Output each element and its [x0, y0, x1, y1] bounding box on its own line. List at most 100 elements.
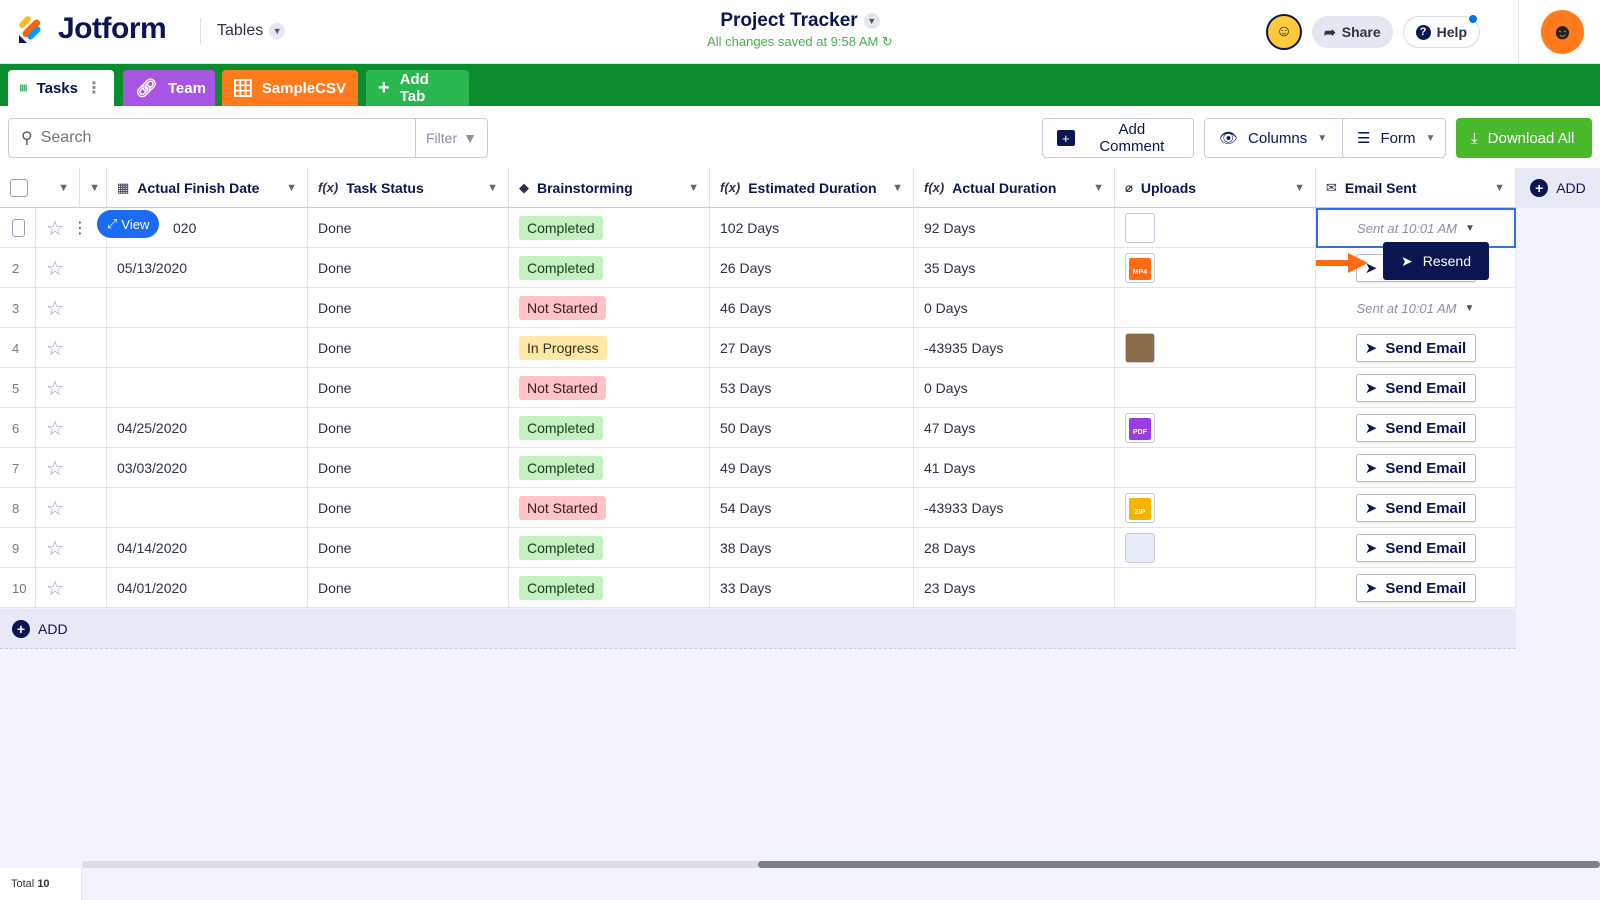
send-email-button[interactable]: ➤ Send Email [1355, 574, 1476, 602]
star-icon[interactable]: ☆ [46, 257, 64, 280]
estimated-duration-cell[interactable]: 27 Days [710, 328, 914, 368]
add-row-button[interactable]: + ADD [12, 620, 68, 638]
column-header-task-status[interactable]: f(x) Task Status ▼ [308, 168, 509, 208]
actual-finish-date-cell[interactable] [107, 288, 308, 328]
actual-finish-date-cell[interactable]: 04/25/2020 [107, 408, 308, 448]
actual-finish-date-cell[interactable]: 05/13/2020 [107, 248, 308, 288]
file-thumbnail-icon[interactable]: MP4 [1125, 253, 1155, 283]
brainstorming-cell[interactable]: Completed [509, 448, 710, 488]
actual-duration-cell[interactable]: 47 Days [914, 408, 1115, 448]
actual-finish-date-cell[interactable]: 04/14/2020 [107, 528, 308, 568]
file-thumbnail-icon[interactable]: PDF [1125, 413, 1155, 443]
brainstorming-cell[interactable]: Completed [509, 568, 710, 608]
send-email-button[interactable]: ➤ Send Email [1355, 494, 1476, 522]
table-row[interactable]: 8 ☆ Done Not Started 54 Days -43933 Days ZIP ➤ S… [0, 488, 1516, 528]
email-sent-cell[interactable]: ➤ Send Email [1316, 488, 1516, 528]
kebab-menu-icon[interactable]: ⋮ [86, 80, 102, 97]
expand-header[interactable]: ▼ [80, 168, 107, 208]
brainstorming-cell[interactable]: Not Started [509, 488, 710, 528]
task-status-cell[interactable]: Done [308, 288, 509, 328]
resend-tooltip[interactable]: ➤ Resend [1383, 242, 1489, 280]
row-checkbox[interactable] [12, 219, 25, 237]
chevron-down-icon[interactable]: ▼ [1465, 222, 1475, 234]
column-header-brainstorming[interactable]: ◆ Brainstorming ▼ [509, 168, 710, 208]
task-status-cell[interactable]: Done [308, 368, 509, 408]
horizontal-scrollbar-thumb[interactable] [758, 861, 1600, 868]
star-icon[interactable]: ☆ [46, 457, 64, 480]
task-status-cell[interactable]: Done [308, 408, 509, 448]
brainstorming-cell[interactable]: Completed [509, 528, 710, 568]
collaborator-avatar[interactable]: ☺ [1266, 14, 1302, 50]
table-row[interactable]: 6 ☆ 04/25/2020 Done Completed 50 Days 47 Days P… [0, 408, 1516, 448]
table-row[interactable]: 7 ☆ 03/03/2020 Done Completed 49 Days 41 Days ➤… [0, 448, 1516, 488]
uploads-cell[interactable]: MP4 [1115, 248, 1316, 288]
email-sent-cell[interactable]: ➤ Send Email [1316, 328, 1516, 368]
task-status-cell[interactable]: Done [308, 488, 509, 528]
brainstorming-cell[interactable]: In Progress [509, 328, 710, 368]
send-email-button[interactable]: ➤ Send Email [1355, 534, 1476, 562]
column-header-uploads[interactable]: ⌀ Uploads ▼ [1115, 168, 1316, 208]
actual-duration-cell[interactable]: 0 Days [914, 288, 1115, 328]
email-sent-cell[interactable]: ➤ Send Email [1316, 448, 1516, 488]
brainstorming-cell[interactable]: Completed [509, 248, 710, 288]
columns-button[interactable]: 👁︎ Columns ▼ [1204, 118, 1350, 158]
page-title-dropdown[interactable]: Project Tracker ▼ [720, 10, 880, 32]
table-row[interactable]: 10 ☆ 04/01/2020 Done Completed 33 Days 23 Days… [0, 568, 1516, 608]
user-avatar[interactable]: ☻ [1540, 10, 1584, 54]
estimated-duration-cell[interactable]: 49 Days [710, 448, 914, 488]
row-select-checkbox-cell[interactable] [0, 208, 36, 248]
uploads-cell[interactable] [1115, 568, 1316, 608]
file-thumbnail-icon[interactable] [1125, 533, 1155, 563]
uploads-cell[interactable] [1115, 368, 1316, 408]
uploads-cell[interactable] [1115, 528, 1316, 568]
table-row[interactable]: ☆ ⋮ 020 Done Completed 102 Days 92 Days Sent at… [0, 208, 1516, 248]
brainstorming-cell[interactable]: Not Started [509, 288, 710, 328]
table-row[interactable]: 5 ☆ Done Not Started 53 Days 0 Days ➤ Send Emai… [0, 368, 1516, 408]
estimated-duration-cell[interactable]: 54 Days [710, 488, 914, 528]
table-row[interactable]: 9 ☆ 04/14/2020 Done Completed 38 Days 28 Days ➤… [0, 528, 1516, 568]
table-row[interactable]: 2 ☆ 05/13/2020 Done Completed 26 Days 35 Days M… [0, 248, 1516, 288]
actual-finish-date-cell[interactable]: 020 [107, 208, 308, 248]
email-sent-cell[interactable]: ➤ Send Email [1316, 408, 1516, 448]
estimated-duration-cell[interactable]: 50 Days [710, 408, 914, 448]
send-email-button[interactable]: ➤ Send Email [1355, 374, 1476, 402]
add-comment-button[interactable]: + Add Comment [1042, 118, 1194, 158]
view-row-button[interactable]: ⤢ View [97, 210, 160, 238]
task-status-cell[interactable]: Done [308, 248, 509, 288]
actual-finish-date-cell[interactable]: 04/01/2020 [107, 568, 308, 608]
download-all-button[interactable]: ⤓ Download All [1456, 118, 1592, 158]
star-icon[interactable]: ☆ [46, 537, 64, 560]
tab-tasks[interactable]: Tasks ⋮ [8, 70, 114, 106]
actual-duration-cell[interactable]: 0 Days [914, 368, 1115, 408]
actual-duration-cell[interactable]: 23 Days [914, 568, 1115, 608]
star-icon[interactable]: ☆ [46, 377, 64, 400]
form-button[interactable]: ☰ Form ▼ [1342, 118, 1446, 158]
add-tab-button[interactable]: + Add Tab [366, 70, 469, 106]
actual-finish-date-cell[interactable] [107, 368, 308, 408]
actual-duration-cell[interactable]: -43933 Days [914, 488, 1115, 528]
actual-duration-cell[interactable]: 28 Days [914, 528, 1115, 568]
email-sent-cell[interactable]: ➤ Send Email [1316, 368, 1516, 408]
actual-duration-cell[interactable]: 35 Days [914, 248, 1115, 288]
estimated-duration-cell[interactable]: 33 Days [710, 568, 914, 608]
brainstorming-cell[interactable]: Completed [509, 208, 710, 248]
table-row[interactable]: 4 ☆ Done In Progress 27 Days -43935 Days ➤ Send… [0, 328, 1516, 368]
search-input[interactable] [40, 129, 391, 147]
uploads-cell[interactable] [1115, 448, 1316, 488]
estimated-duration-cell[interactable]: 38 Days [710, 528, 914, 568]
estimated-duration-cell[interactable]: 46 Days [710, 288, 914, 328]
chevron-down-icon[interactable]: ▼ [1464, 302, 1475, 314]
actual-duration-cell[interactable]: 92 Days [914, 208, 1115, 248]
chevron-down-icon[interactable]: ▼ [892, 181, 903, 194]
actual-finish-date-cell[interactable] [107, 328, 308, 368]
help-button[interactable]: ? Help [1402, 15, 1480, 48]
add-column-button[interactable]: + ADD [1516, 168, 1600, 208]
uploads-cell[interactable] [1115, 328, 1316, 368]
chevron-down-icon[interactable]: ▼ [688, 181, 699, 194]
star-icon[interactable]: ☆ ⋮ [46, 217, 88, 240]
select-all-checkbox[interactable] [10, 178, 28, 197]
kebab-menu-icon[interactable]: ⋮ [71, 220, 88, 237]
task-status-cell[interactable]: Done [308, 328, 509, 368]
file-thumbnail-icon[interactable] [1125, 213, 1155, 243]
star-icon[interactable]: ☆ [46, 577, 64, 600]
